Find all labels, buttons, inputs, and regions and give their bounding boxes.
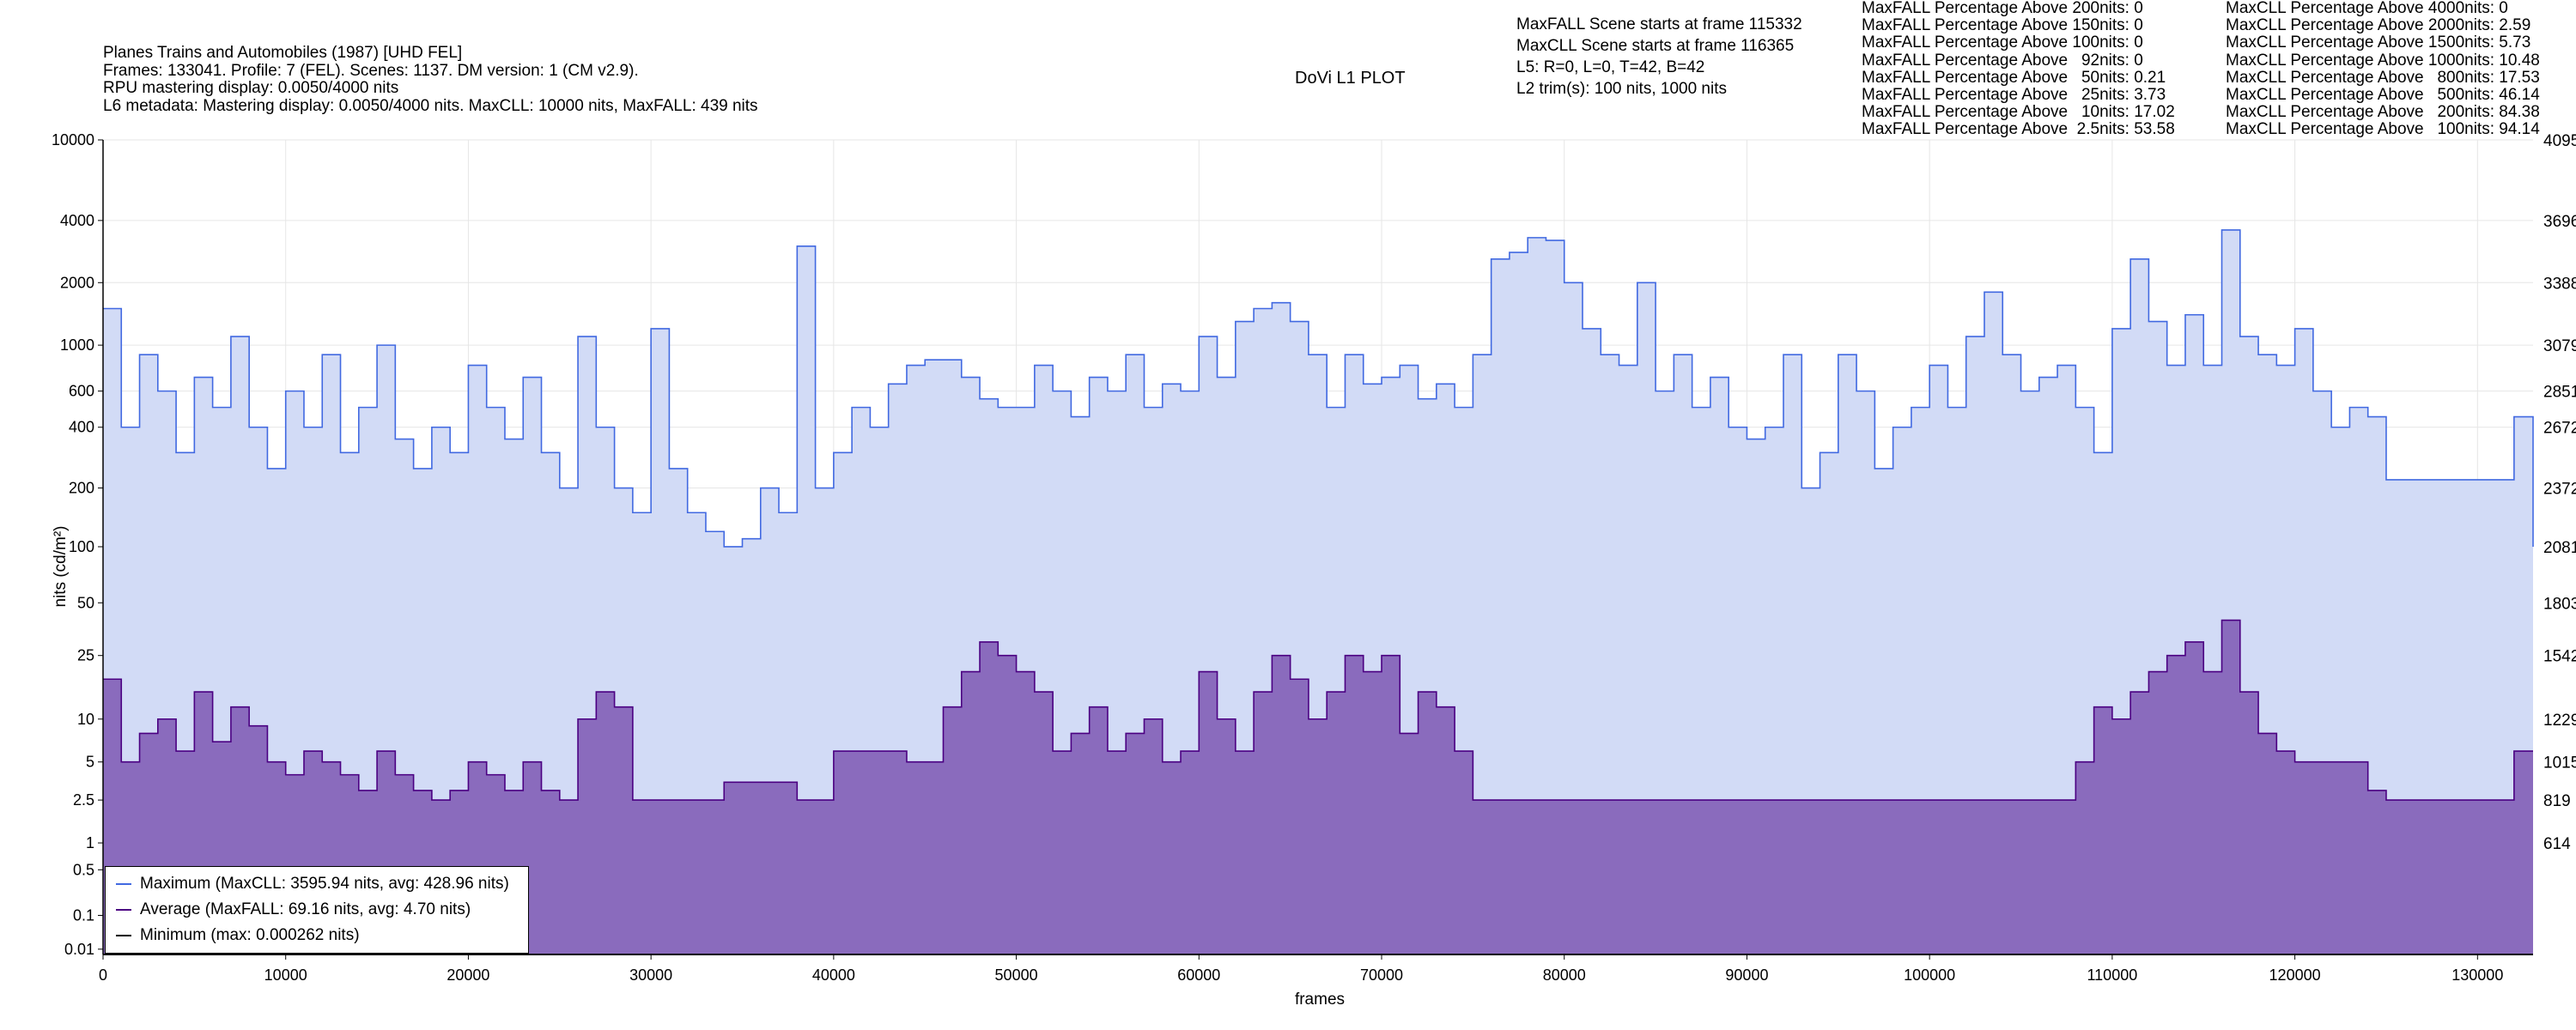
y-tick-label: 4000 xyxy=(60,212,94,229)
x-tick-label: 30000 xyxy=(629,966,672,984)
legend-swatch-avg xyxy=(116,909,131,911)
x-tick-label: 110000 xyxy=(2087,966,2138,984)
legend-item-min: Minimum (max: 0.000262 nits) xyxy=(116,924,360,948)
y-tick-label: 600 xyxy=(69,383,94,400)
series xyxy=(103,229,2534,955)
max-series-line xyxy=(103,229,2534,548)
l6-metadata-info: L6 metadata: Mastering display: 0.0050/4… xyxy=(103,96,758,115)
maxcll-pct-row: MaxCLL Percentage Above 1500nits: 5.73 xyxy=(2226,33,2531,52)
maxcll-pct-row: MaxCLL Percentage Above 500nits: 46.14 xyxy=(2226,86,2540,105)
maxcll-percentages: MaxCLL Percentage Above 4000nits: 0 MaxC… xyxy=(2226,0,2540,139)
y-tick-label: 0.01 xyxy=(64,941,94,958)
x-tick-label: 10000 xyxy=(264,966,307,984)
legend-label-avg: Average (MaxFALL: 69.16 nits, avg: 4.70 … xyxy=(140,900,471,918)
frames-info: Frames: 133041. Profile: 7 (FEL). Scenes… xyxy=(103,61,639,80)
y-tick-label: 2.5 xyxy=(73,791,94,809)
maxfall-pct-row: MaxFALL Percentage Above 150nits: 0 xyxy=(1862,16,2143,35)
avg-series-area xyxy=(103,620,2533,954)
rpu-mastering-info: RPU mastering display: 0.0050/4000 nits xyxy=(103,79,399,97)
y-axis-label: nits (cd/m²) xyxy=(52,526,70,608)
maxcll-scene-text: MaxCLL Scene starts at frame 116365 xyxy=(1516,37,1795,55)
maxcll-pct-row: MaxCLL Percentage Above 200nits: 84.38 xyxy=(2226,103,2540,122)
y-tick-label: 25 xyxy=(77,647,94,664)
max-series-area xyxy=(103,229,2533,955)
maxfall-scene-text: MaxFALL Scene starts at frame 115332 xyxy=(1516,15,1802,33)
maxcll-pct-row: MaxCLL Percentage Above 800nits: 17.53 xyxy=(2226,68,2540,87)
y-tick-label: 10000 xyxy=(52,131,94,148)
l5-text: L5: R=0, L=0, T=42, B=42 xyxy=(1516,58,1705,76)
y-right-tick-label: 1229 xyxy=(2543,712,2576,730)
maxcll-pct-row: MaxCLL Percentage Above 4000nits: 0 xyxy=(2226,0,2508,17)
x-tick-label: 130000 xyxy=(2451,966,2503,984)
scene-info: MaxFALL Scene starts at frame 115332 Max… xyxy=(1516,14,1802,100)
axes xyxy=(102,140,2533,955)
maxfall-pct-row: MaxFALL Percentage Above 50nits: 0.21 xyxy=(1862,68,2166,87)
y-right-tick-label: 4095 xyxy=(2543,132,2576,150)
x-tick-label: 50000 xyxy=(995,966,1038,984)
x-tick-label: 100000 xyxy=(1904,966,1955,984)
maxfall-pct-row: MaxFALL Percentage Above 92nits: 0 xyxy=(1862,51,2143,70)
maxfall-pct-row: MaxFALL Percentage Above 25nits: 3.73 xyxy=(1862,86,2166,105)
y-right-tick-label: 2672 xyxy=(2543,420,2576,438)
y-right-tick-label: 2851 xyxy=(2543,384,2576,402)
x-tick-label: 80000 xyxy=(1543,966,1586,984)
y-tick-label: 5 xyxy=(86,754,94,771)
l2-trims-text: L2 trim(s): 100 nits, 1000 nits xyxy=(1516,80,1727,98)
y-right-tick-label: 3696 xyxy=(2543,213,2576,231)
x-tick-label: 120000 xyxy=(2269,966,2321,984)
x-tick-label: 40000 xyxy=(812,966,855,984)
maxcll-pct-row: MaxCLL Percentage Above 100nits: 94.14 xyxy=(2226,120,2540,139)
legend-item-avg: Average (MaxFALL: 69.16 nits, avg: 4.70 … xyxy=(116,898,471,922)
video-title: Planes Trains and Automobiles (1987) [UH… xyxy=(103,44,463,62)
y-tick-label: 1000 xyxy=(60,336,94,354)
y-right-tick-label: 819 xyxy=(2543,792,2571,810)
maxfall-pct-row: MaxFALL Percentage Above 200nits: 0 xyxy=(1862,0,2143,17)
ticks: 1000040002000100060040020010050251052.51… xyxy=(52,131,2576,984)
y-tick-label: 0.5 xyxy=(73,861,94,878)
x-tick-label: 70000 xyxy=(1360,966,1403,984)
y-tick-label: 2000 xyxy=(60,274,94,291)
y-right-tick-label: 2081 xyxy=(2543,539,2576,557)
legend-item-max: Maximum (MaxCLL: 3595.94 nits, avg: 428.… xyxy=(116,872,509,896)
y-tick-label: 100 xyxy=(69,538,94,555)
x-axis-label: frames xyxy=(1295,991,1345,1009)
maxfall-pct-row: MaxFALL Percentage Above 2.5nits: 53.58 xyxy=(1862,120,2175,139)
x-tick-label: 60000 xyxy=(1177,966,1220,984)
x-tick-label: 90000 xyxy=(1725,966,1768,984)
legend: Maximum (MaxCLL: 3595.94 nits, avg: 428.… xyxy=(105,866,529,954)
y-right-tick-label: 2372 xyxy=(2543,481,2576,499)
y-tick-label: 0.1 xyxy=(73,906,94,924)
header-info: Planes Trains and Automobiles (1987) [UH… xyxy=(103,44,758,115)
legend-swatch-min xyxy=(116,935,131,936)
y-right-tick-label: 3079 xyxy=(2543,337,2576,355)
y-right-tick-label: 1542 xyxy=(2543,648,2576,666)
y-tick-label: 10 xyxy=(77,711,94,728)
y-right-tick-label: 1015 xyxy=(2543,754,2576,772)
maxcll-pct-row: MaxCLL Percentage Above 2000nits: 2.59 xyxy=(2226,16,2531,35)
maxfall-pct-row: MaxFALL Percentage Above 100nits: 0 xyxy=(1862,33,2143,52)
legend-label-max: Maximum (MaxCLL: 3595.94 nits, avg: 428.… xyxy=(140,875,509,893)
maxcll-pct-row: MaxCLL Percentage Above 1000nits: 10.48 xyxy=(2226,51,2540,70)
legend-swatch-max xyxy=(116,883,131,885)
maxfall-pct-row: MaxFALL Percentage Above 10nits: 17.02 xyxy=(1862,103,2175,122)
y-tick-label: 200 xyxy=(69,480,94,497)
maxfall-percentages: MaxFALL Percentage Above 200nits: 0 MaxF… xyxy=(1862,0,2175,139)
y-right-tick-label: 3388 xyxy=(2543,275,2576,293)
y-right-tick-label: 614 xyxy=(2543,835,2571,853)
y-tick-label: 400 xyxy=(69,419,94,436)
y-right-tick-label: 1803 xyxy=(2543,595,2576,613)
y-tick-label: 50 xyxy=(77,594,94,611)
x-tick-label: 0 xyxy=(99,966,107,984)
plot-title: DoVi L1 PLOT xyxy=(1295,69,1406,88)
y-tick-label: 1 xyxy=(86,834,94,851)
legend-label-min: Minimum (max: 0.000262 nits) xyxy=(140,926,360,944)
x-tick-label: 20000 xyxy=(447,966,489,984)
avg-series-line xyxy=(103,619,2533,801)
